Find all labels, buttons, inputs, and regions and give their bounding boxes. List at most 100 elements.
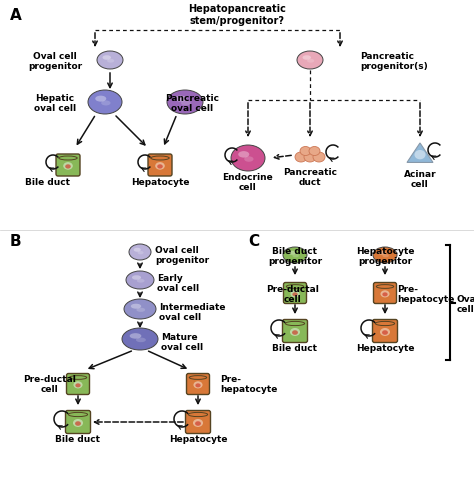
Ellipse shape [285, 322, 305, 326]
Text: Hepatocyte
progenitor: Hepatocyte progenitor [356, 247, 414, 266]
Ellipse shape [134, 248, 141, 252]
Text: Acinar
cell: Acinar cell [404, 170, 436, 189]
Text: Early
oval cell: Early oval cell [157, 274, 199, 293]
Ellipse shape [189, 376, 207, 379]
Ellipse shape [291, 290, 300, 297]
Text: Pancreatic
duct: Pancreatic duct [283, 168, 337, 187]
FancyBboxPatch shape [283, 282, 307, 304]
Ellipse shape [137, 251, 144, 254]
Ellipse shape [137, 279, 145, 283]
Text: Mature
oval cell: Mature oval cell [161, 333, 203, 352]
Text: Bile duct: Bile duct [273, 344, 318, 353]
Ellipse shape [174, 95, 186, 102]
Ellipse shape [155, 162, 165, 169]
Ellipse shape [292, 254, 299, 257]
Text: Oval cell
progenitor: Oval cell progenitor [28, 52, 82, 72]
Ellipse shape [302, 55, 311, 60]
FancyBboxPatch shape [56, 154, 80, 176]
Ellipse shape [65, 165, 71, 168]
Ellipse shape [195, 421, 201, 426]
Text: Oval
cells: Oval cells [457, 295, 474, 314]
Ellipse shape [157, 165, 163, 168]
Ellipse shape [307, 59, 314, 63]
Text: Hepatocyte: Hepatocyte [169, 435, 227, 444]
Ellipse shape [188, 413, 208, 416]
Ellipse shape [376, 285, 394, 288]
Ellipse shape [283, 247, 307, 263]
FancyBboxPatch shape [283, 320, 308, 342]
Ellipse shape [107, 59, 114, 63]
Ellipse shape [167, 90, 203, 114]
Ellipse shape [124, 299, 156, 319]
Ellipse shape [95, 95, 106, 102]
Ellipse shape [382, 330, 388, 335]
Text: Hepatocyte: Hepatocyte [131, 178, 189, 187]
Text: Endocrine
cell: Endocrine cell [223, 173, 273, 192]
Ellipse shape [129, 244, 151, 260]
Ellipse shape [378, 251, 386, 255]
Ellipse shape [414, 150, 426, 160]
Ellipse shape [122, 328, 158, 350]
Text: Hepatic
oval cell: Hepatic oval cell [34, 94, 76, 113]
Text: Oval cell
progenitor: Oval cell progenitor [155, 246, 209, 265]
Ellipse shape [136, 337, 146, 342]
Ellipse shape [97, 51, 123, 69]
Ellipse shape [102, 55, 111, 60]
Text: B: B [10, 234, 22, 249]
Polygon shape [407, 143, 433, 163]
FancyBboxPatch shape [66, 374, 90, 395]
Ellipse shape [300, 147, 311, 156]
Ellipse shape [381, 290, 390, 297]
Ellipse shape [68, 413, 88, 416]
Text: Intermediate
oval cell: Intermediate oval cell [159, 303, 226, 323]
Ellipse shape [383, 254, 389, 257]
Ellipse shape [375, 322, 395, 326]
Text: Pre-ductal
cell: Pre-ductal cell [24, 375, 76, 395]
Ellipse shape [292, 292, 298, 296]
Ellipse shape [286, 285, 304, 288]
Ellipse shape [59, 156, 77, 160]
Text: Bile duct
progenitor: Bile duct progenitor [268, 247, 322, 266]
Text: Pancreatic
progenitor(s): Pancreatic progenitor(s) [360, 52, 428, 72]
Ellipse shape [151, 156, 169, 160]
Ellipse shape [75, 383, 81, 387]
Text: Pre-
hepatocyte: Pre- hepatocyte [397, 285, 455, 304]
Text: Bile duct: Bile duct [55, 435, 100, 444]
Ellipse shape [383, 292, 388, 296]
Ellipse shape [288, 251, 296, 255]
Ellipse shape [313, 152, 325, 162]
Ellipse shape [193, 381, 202, 389]
Text: A: A [10, 8, 22, 23]
Text: C: C [248, 234, 259, 249]
Ellipse shape [295, 152, 307, 162]
Text: Hepatocyte: Hepatocyte [356, 344, 414, 353]
FancyBboxPatch shape [65, 411, 91, 433]
Text: Hepatopancreatic
stem/progenitor?: Hepatopancreatic stem/progenitor? [188, 4, 286, 26]
Text: Pancreatic
oval cell: Pancreatic oval cell [165, 94, 219, 113]
Ellipse shape [290, 328, 300, 336]
Ellipse shape [63, 162, 73, 169]
Ellipse shape [238, 151, 249, 158]
Ellipse shape [75, 421, 81, 426]
FancyBboxPatch shape [373, 320, 398, 342]
Ellipse shape [131, 304, 141, 309]
FancyBboxPatch shape [148, 154, 172, 176]
Ellipse shape [130, 333, 141, 338]
Text: Pre-
hepatocyte: Pre- hepatocyte [220, 375, 277, 395]
Ellipse shape [88, 90, 122, 114]
Ellipse shape [292, 330, 298, 335]
Ellipse shape [231, 145, 265, 171]
Text: Pre-ductal
cell: Pre-ductal cell [266, 285, 319, 304]
Ellipse shape [193, 419, 203, 427]
FancyBboxPatch shape [374, 282, 396, 304]
Ellipse shape [132, 275, 141, 280]
Ellipse shape [297, 51, 323, 69]
Ellipse shape [373, 247, 397, 263]
Ellipse shape [181, 100, 191, 105]
Ellipse shape [101, 100, 110, 105]
Ellipse shape [69, 376, 87, 379]
FancyBboxPatch shape [186, 374, 210, 395]
Ellipse shape [73, 381, 82, 389]
Ellipse shape [304, 152, 316, 162]
Ellipse shape [309, 147, 320, 156]
